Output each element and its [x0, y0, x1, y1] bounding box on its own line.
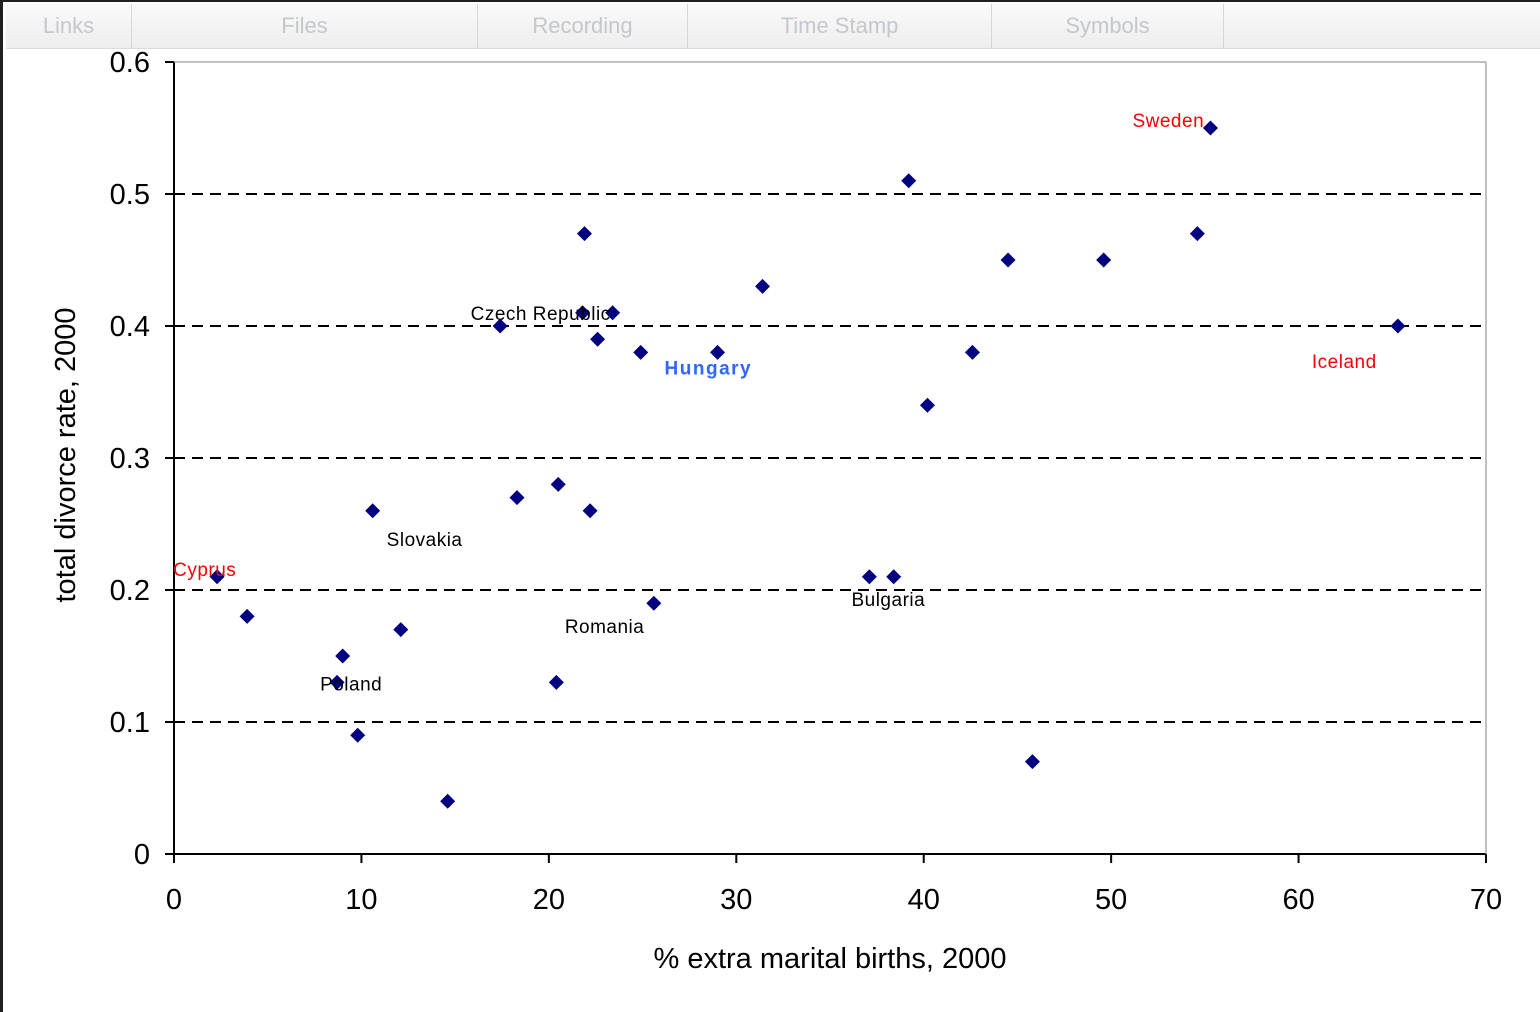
axes: [165, 61, 1487, 863]
data-point: [861, 569, 877, 585]
y-tick-label-3: 0.3: [110, 443, 150, 475]
y-tick-label-2: 0.2: [110, 575, 150, 607]
data-point: [350, 727, 366, 743]
data-point: [1096, 252, 1112, 268]
data-point: [509, 490, 525, 506]
data-point: [646, 595, 662, 611]
tab-bar: Links Files Recording Time Stamp Symbols: [6, 4, 1540, 49]
country-label: Poland: [320, 674, 382, 695]
country-label: Hungary: [665, 358, 753, 379]
tab-links[interactable]: Links: [6, 4, 132, 48]
data-point: [575, 305, 591, 321]
y-tick-label-6: 0.6: [110, 47, 150, 79]
country-label: Bulgaria: [851, 590, 925, 611]
tab-time-stamp[interactable]: Time Stamp: [688, 4, 992, 48]
country-label: Romania: [565, 617, 645, 638]
gridlines: [174, 193, 1486, 723]
x-tick-label-6: 60: [1282, 884, 1314, 916]
x-tick-label-1: 10: [345, 884, 377, 916]
data-point: [901, 173, 917, 189]
data-point: [492, 318, 508, 334]
y-axis-title: total divorce rate, 2000: [50, 307, 82, 602]
data-point: [329, 674, 345, 690]
x-tick-label-2: 20: [533, 884, 565, 916]
country-label: Iceland: [1312, 352, 1377, 373]
y-tick-label-5: 0.5: [110, 179, 150, 211]
data-point: [1202, 120, 1218, 136]
y-tick-label-1: 0.1: [110, 707, 150, 739]
data-point: [548, 674, 564, 690]
data-point: [886, 569, 902, 585]
tab-recording[interactable]: Recording: [478, 4, 688, 48]
data-point: [582, 503, 598, 519]
data-point: [576, 226, 592, 242]
y-tick-label-4: 0.4: [110, 311, 150, 343]
tab-files[interactable]: Files: [132, 4, 478, 48]
data-point: [365, 503, 381, 519]
country-label: Czech Republic: [471, 304, 611, 325]
data-point: [239, 608, 255, 624]
x-tick-label-0: 0: [166, 884, 182, 916]
country-label: Sweden: [1132, 111, 1204, 132]
data-point: [209, 569, 225, 585]
x-tick-label-4: 40: [908, 884, 940, 916]
x-axis-title: % extra marital births, 2000: [654, 943, 1007, 975]
tick-labels: 0 0.1 0.2 0.3 0.4 0.5 0.6 0 10 20 30 40 50 60 70: [110, 47, 1502, 916]
data-points: [209, 120, 1406, 809]
tab-symbols[interactable]: Symbols: [992, 4, 1224, 48]
data-point: [550, 476, 566, 492]
data-point: [605, 305, 621, 321]
data-point: [590, 331, 606, 347]
x-tick-label-7: 70: [1470, 884, 1502, 916]
data-point: [393, 622, 409, 638]
data-point: [1000, 252, 1016, 268]
data-point: [440, 793, 456, 809]
data-point: [710, 344, 726, 360]
data-point: [1024, 754, 1040, 770]
x-tick-label-5: 50: [1095, 884, 1127, 916]
y-tick-label-0: 0: [134, 839, 150, 871]
annotations: Sweden Czech Republic Hungary Iceland Slovak…: [173, 111, 1377, 695]
data-point: [335, 648, 351, 664]
data-point: [755, 278, 771, 294]
data-point: [1390, 318, 1406, 334]
data-point: [964, 344, 980, 360]
x-tick-label-3: 30: [720, 884, 752, 916]
country-label: Slovakia: [387, 530, 463, 551]
data-point: [1189, 226, 1205, 242]
data-point: [633, 344, 649, 360]
data-point: [919, 397, 935, 413]
country-label: Cyprus: [173, 560, 236, 581]
